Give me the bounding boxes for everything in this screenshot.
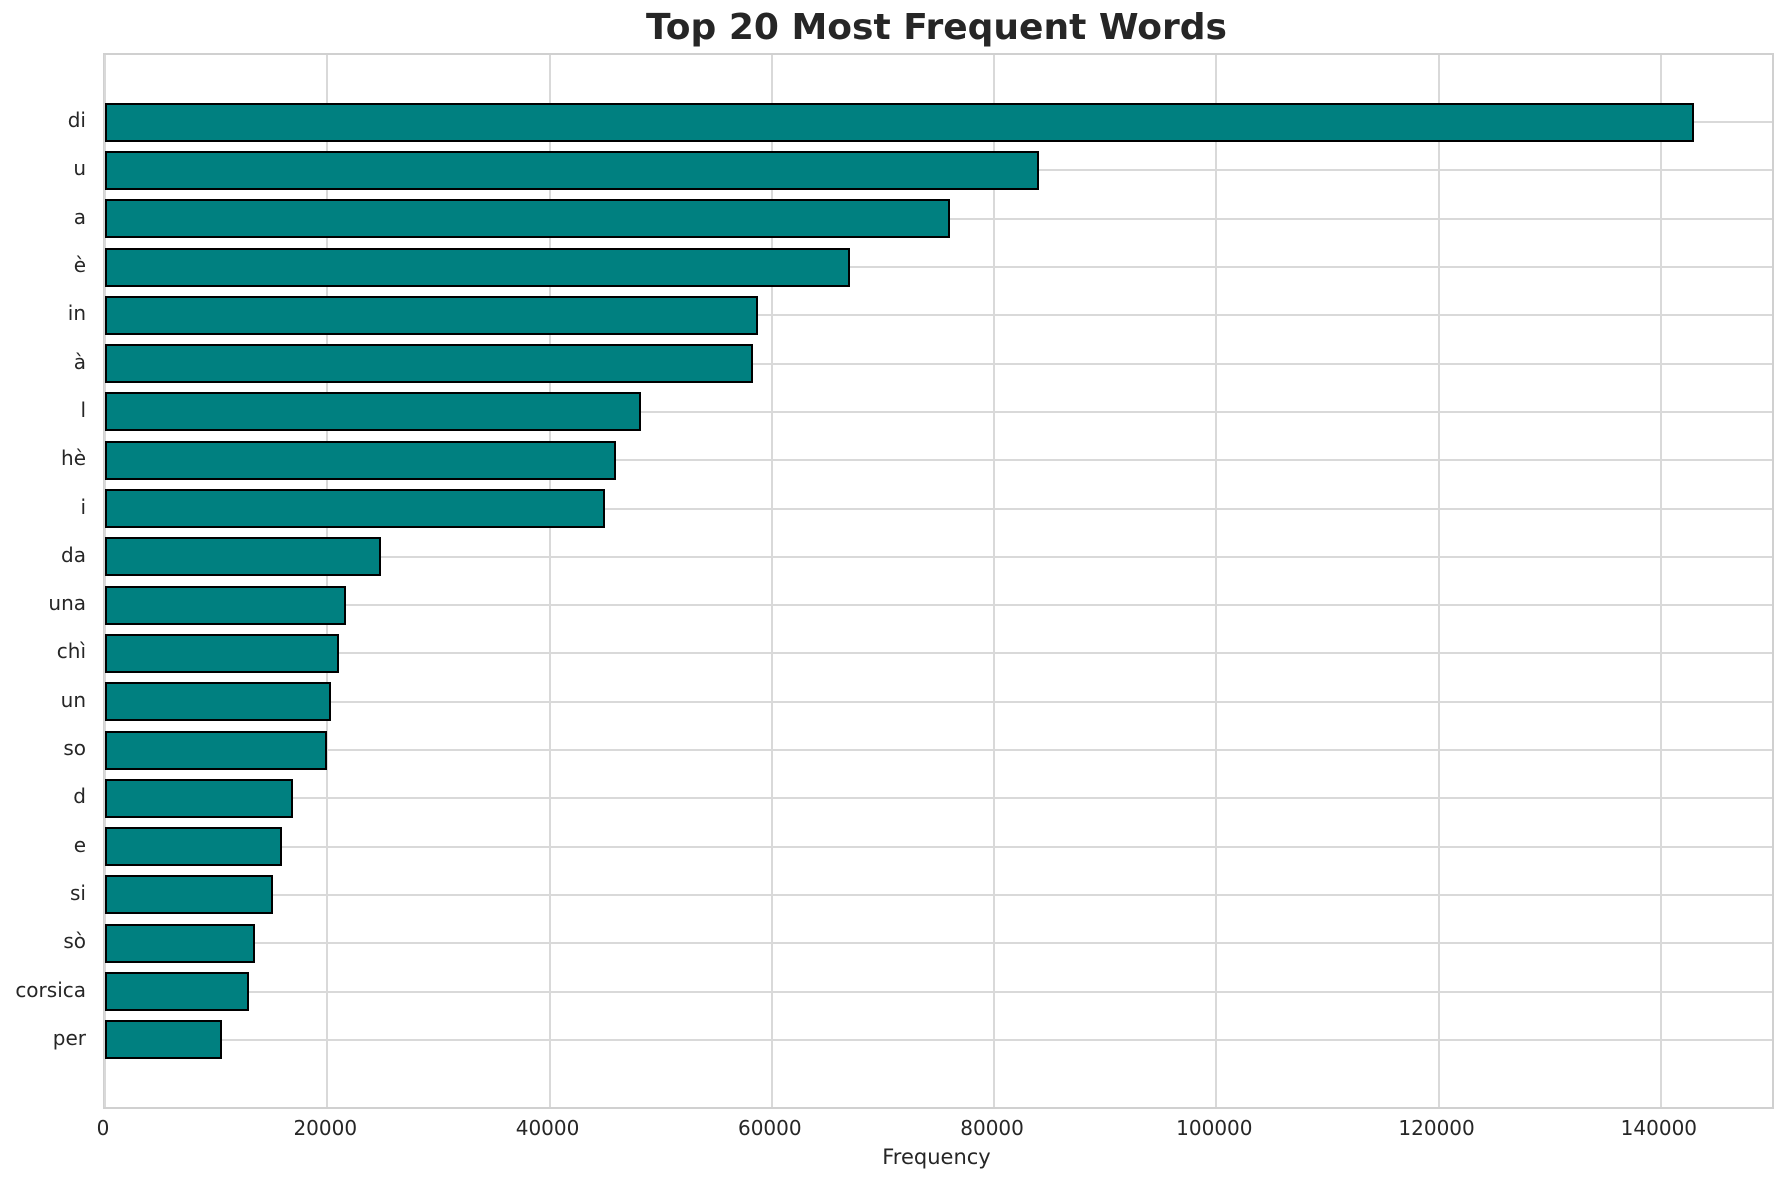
horizontal-gridline: [105, 410, 1772, 413]
vertical-gridline: [770, 55, 773, 1107]
bar-d: [105, 778, 293, 818]
x-tick-label: 120000: [1398, 1116, 1475, 1140]
y-tick-label: chì: [56, 639, 86, 664]
y-tick-label: un: [60, 687, 86, 712]
y-tick-label: corsica: [15, 977, 86, 1002]
horizontal-gridline: [105, 362, 1772, 365]
horizontal-gridline: [105, 990, 1772, 993]
y-tick-label: da: [61, 542, 86, 567]
horizontal-gridline: [105, 1038, 1772, 1041]
vertical-gridline: [1659, 55, 1662, 1107]
x-axis-title: Frequency: [882, 1145, 991, 1169]
bar-l: [105, 392, 641, 432]
vertical-gridline: [1215, 55, 1218, 1107]
bar-sò: [105, 923, 256, 963]
bar-hè: [105, 440, 617, 480]
y-tick-label: di: [67, 108, 86, 133]
vertical-gridline: [993, 55, 996, 1107]
x-tick-label: 40000: [515, 1116, 580, 1140]
bar-per: [105, 1020, 222, 1060]
y-tick-label: à: [73, 349, 86, 374]
horizontal-gridline: [105, 507, 1772, 510]
x-tick-label: 0: [96, 1116, 110, 1140]
horizontal-gridline: [105, 942, 1772, 945]
y-tick-label: per: [52, 1025, 86, 1050]
vertical-gridline: [548, 55, 551, 1107]
bar-chì: [105, 633, 340, 673]
chart-title: Top 20 Most Frequent Words: [646, 7, 1227, 48]
horizontal-gridline: [105, 845, 1772, 848]
vertical-gridline: [326, 55, 329, 1107]
bar-corsica: [105, 972, 250, 1012]
y-tick-label: una: [48, 591, 86, 616]
horizontal-gridline: [105, 604, 1772, 607]
bar-una: [105, 585, 347, 625]
y-tick-label: in: [67, 301, 86, 326]
y-tick-label: i: [80, 494, 86, 519]
bar-a: [105, 199, 950, 239]
y-tick-label: e: [73, 832, 86, 857]
x-tick-label: 60000: [737, 1116, 802, 1140]
bar-in: [105, 295, 759, 335]
y-tick-label: d: [73, 784, 86, 809]
bar-si: [105, 875, 273, 915]
x-tick-label: 20000: [293, 1116, 358, 1140]
y-tick-label: sò: [63, 929, 86, 954]
y-tick-label: hè: [61, 446, 86, 471]
bar-i: [105, 489, 606, 529]
horizontal-gridline: [105, 797, 1772, 800]
horizontal-gridline: [105, 700, 1772, 703]
y-tick-label: so: [63, 736, 86, 761]
x-tick-label: 140000: [1620, 1116, 1698, 1140]
vertical-gridline: [1437, 55, 1440, 1107]
horizontal-gridline: [105, 555, 1772, 558]
horizontal-gridline: [105, 314, 1772, 317]
x-tick-label: 80000: [960, 1116, 1024, 1140]
vertical-gridline: [104, 55, 106, 1107]
bar-di: [105, 102, 1695, 142]
plot-area: [103, 53, 1774, 1109]
horizontal-gridline: [105, 266, 1772, 269]
y-tick-label: u: [73, 156, 86, 181]
y-tick-label: l: [80, 397, 86, 422]
y-tick-label: si: [70, 880, 86, 905]
horizontal-gridline: [105, 749, 1772, 752]
x-tick-label: 100000: [1176, 1116, 1253, 1140]
bar-e: [105, 827, 282, 867]
y-tick-label: è: [73, 253, 86, 278]
bar-un: [105, 682, 331, 722]
bar-à: [105, 344, 753, 384]
bar-so: [105, 730, 328, 770]
y-tick-label: a: [73, 204, 86, 229]
bar-da: [105, 537, 381, 577]
horizontal-gridline: [105, 652, 1772, 655]
bar-è: [105, 247, 850, 287]
horizontal-gridline: [105, 459, 1772, 462]
bar-u: [105, 150, 1039, 190]
horizontal-gridline: [105, 893, 1772, 896]
